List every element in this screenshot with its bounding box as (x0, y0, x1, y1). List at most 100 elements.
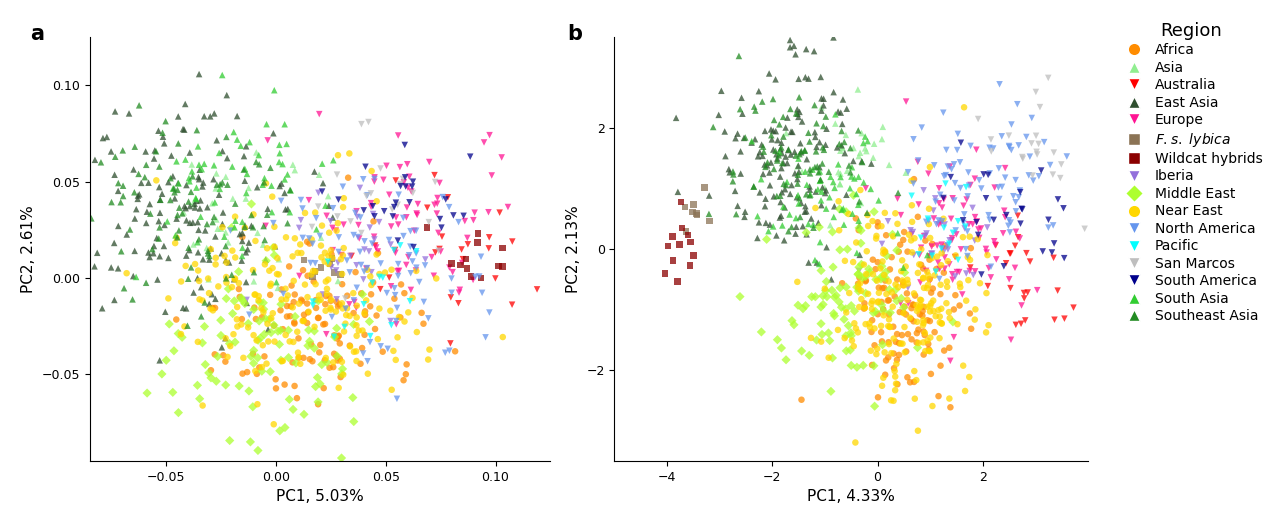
Point (904, 378, 924, 386)
Point (920, 302, 941, 310)
Point (963, 271, 983, 279)
Point (431, 224, 452, 232)
Point (1019, 171, 1039, 180)
Point (343, 417, 364, 426)
Point (381, 266, 402, 274)
Point (326, 352, 347, 360)
Point (975, 328, 996, 337)
Point (777, 178, 797, 186)
Point (438, 193, 458, 201)
Point (919, 205, 940, 213)
Point (189, 394, 210, 403)
Point (855, 272, 876, 281)
Point (323, 156, 343, 164)
Point (911, 243, 932, 252)
Point (319, 252, 339, 260)
Point (396, 261, 416, 269)
Point (339, 268, 360, 277)
Point (872, 272, 892, 281)
Point (238, 184, 259, 192)
Point (918, 340, 938, 348)
Point (868, 218, 888, 226)
Point (227, 112, 247, 120)
Point (906, 338, 927, 347)
Point (411, 308, 431, 317)
Point (297, 271, 317, 280)
Point (369, 270, 389, 278)
Point (882, 288, 902, 297)
Point (785, 147, 805, 156)
Point (823, 213, 844, 221)
Point (219, 258, 239, 267)
Point (390, 280, 411, 289)
Point (771, 164, 791, 172)
Point (1005, 176, 1025, 184)
Point (262, 243, 283, 252)
Point (788, 93, 809, 101)
Point (814, 285, 835, 293)
Point (375, 268, 396, 277)
Point (292, 204, 312, 213)
Point (780, 190, 800, 198)
Point (799, 258, 819, 267)
Point (209, 282, 229, 290)
Point (787, 171, 808, 179)
Point (232, 369, 252, 378)
Point (943, 333, 964, 341)
Point (703, 123, 723, 131)
Point (212, 178, 233, 187)
Point (347, 357, 367, 365)
Point (888, 189, 909, 197)
Point (878, 217, 899, 225)
Point (225, 199, 246, 208)
Point (143, 249, 164, 258)
Point (316, 277, 337, 286)
Point (897, 330, 918, 338)
Point (150, 252, 170, 260)
Point (841, 172, 861, 181)
Point (244, 367, 265, 375)
Point (360, 332, 380, 340)
Point (815, 205, 836, 213)
Point (723, 177, 744, 186)
Point (424, 200, 444, 209)
Point (360, 338, 380, 347)
Point (288, 353, 308, 361)
Point (764, 165, 785, 173)
Point (928, 392, 948, 400)
Point (355, 307, 375, 315)
Point (792, 117, 813, 126)
Point (179, 218, 200, 227)
Point (454, 217, 475, 225)
Point (225, 275, 246, 283)
Point (851, 226, 872, 235)
Point (329, 384, 349, 392)
Point (347, 213, 367, 221)
Point (360, 223, 380, 232)
Point (1055, 314, 1075, 323)
Point (910, 301, 931, 310)
Point (1042, 248, 1062, 257)
Point (888, 339, 909, 348)
Point (920, 370, 941, 378)
Point (321, 313, 342, 321)
Point (883, 396, 904, 405)
Point (402, 294, 422, 302)
Point (838, 210, 859, 218)
Point (439, 263, 460, 272)
Point (301, 259, 321, 267)
Point (851, 157, 872, 165)
Point (255, 314, 275, 323)
Point (950, 158, 970, 166)
Point (820, 275, 841, 284)
Point (306, 304, 326, 312)
Point (925, 312, 946, 321)
Point (315, 356, 335, 365)
Point (140, 209, 160, 218)
Point (316, 211, 337, 220)
Point (916, 284, 937, 293)
Point (979, 169, 1000, 178)
Point (250, 298, 270, 306)
Point (893, 281, 914, 289)
Point (435, 349, 456, 357)
